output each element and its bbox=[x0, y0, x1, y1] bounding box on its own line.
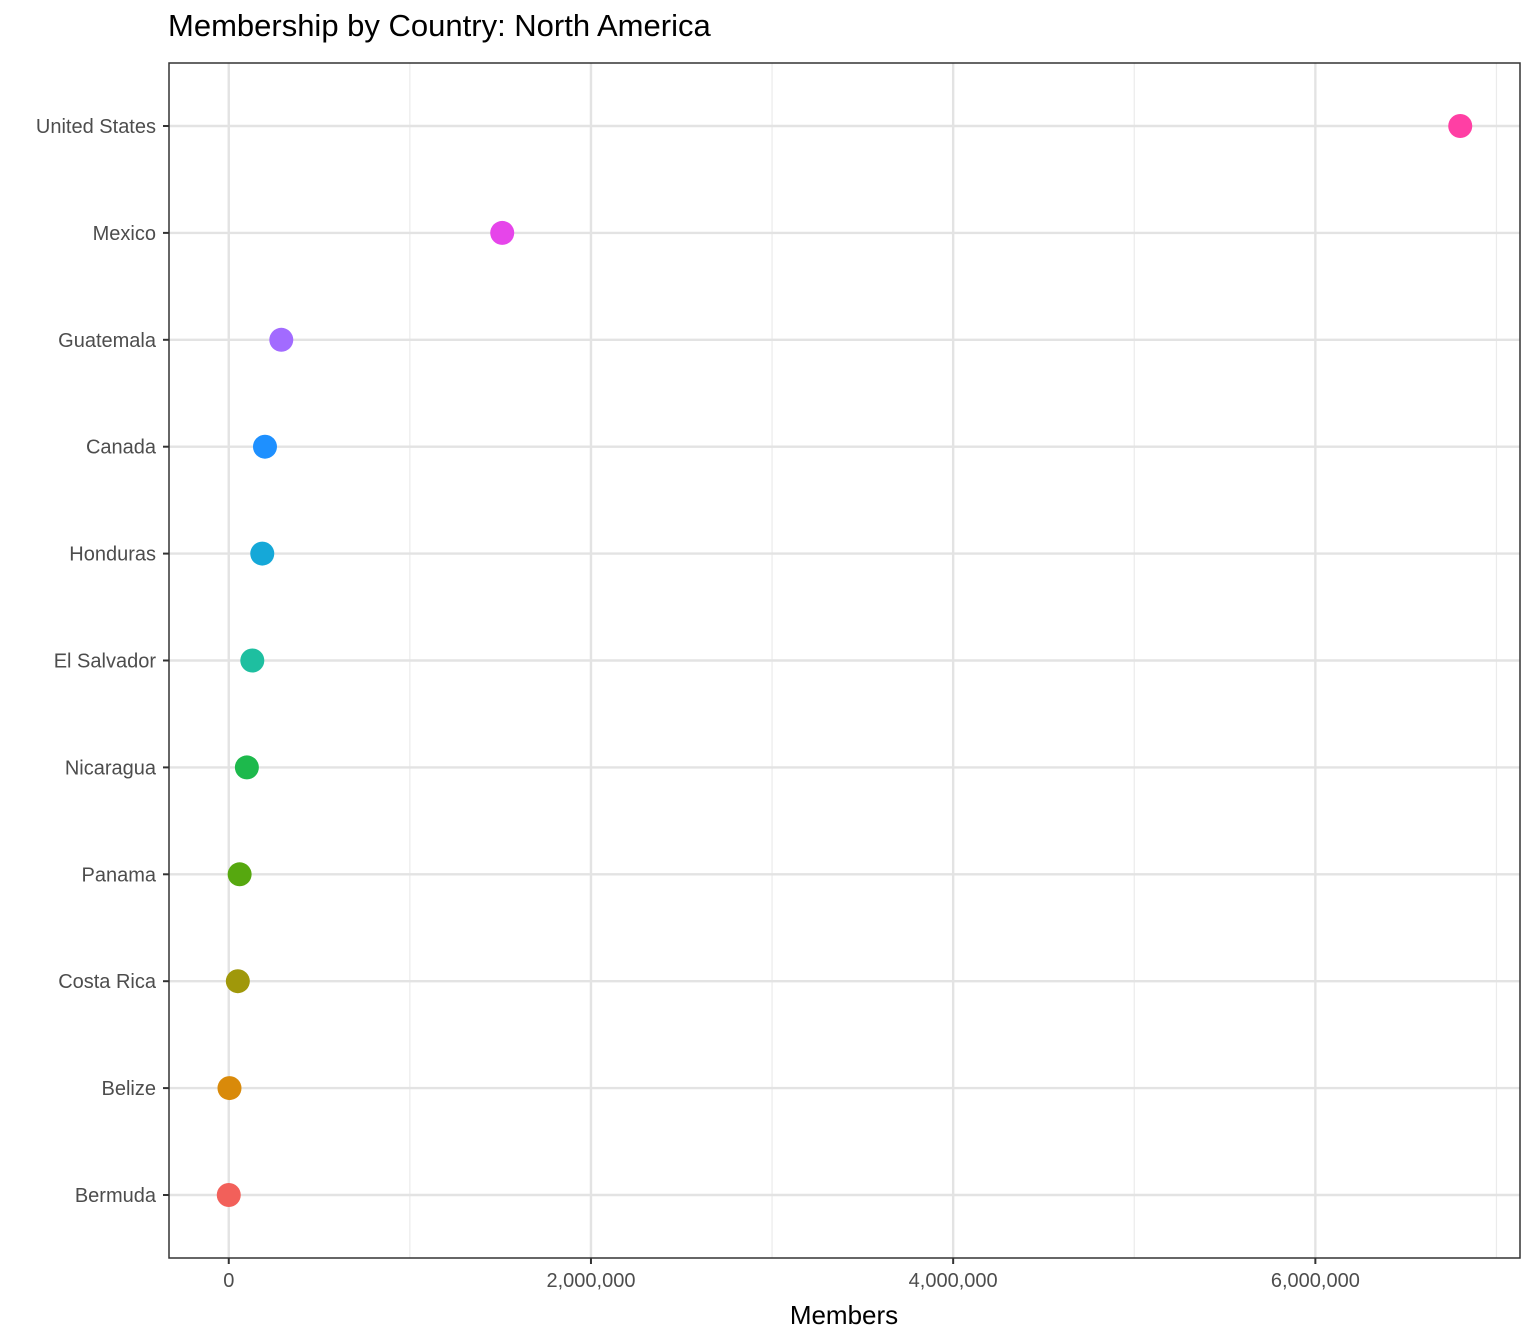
y-tick-label: United States bbox=[36, 116, 156, 138]
data-point-bermuda bbox=[216, 1183, 241, 1207]
chart-title: Membership by Country: North America bbox=[168, 8, 711, 43]
x-tick-label: 2,000,000 bbox=[546, 1270, 635, 1292]
data-point-nicaragua bbox=[234, 755, 259, 780]
x-axis: 0 2,000,000 4,000,000 6,000,000 bbox=[223, 1258, 1360, 1292]
data-point-belize bbox=[217, 1076, 242, 1101]
major-gridlines bbox=[169, 63, 1520, 1258]
y-tick-label: El Salvador bbox=[54, 651, 157, 673]
data-point-canada bbox=[252, 434, 277, 459]
x-tick-label: 4,000,000 bbox=[909, 1270, 998, 1292]
data-point-united-states bbox=[1448, 114, 1473, 138]
x-axis-title: Members bbox=[790, 1300, 898, 1330]
y-tick-label: Costa Rica bbox=[58, 971, 157, 993]
data-points bbox=[216, 114, 1473, 1207]
y-tick-label: Canada bbox=[86, 437, 157, 459]
y-tick-label: Guatemala bbox=[58, 330, 157, 352]
x-tick-label: 0 bbox=[223, 1270, 234, 1292]
y-tick-label: Bermuda bbox=[75, 1185, 157, 1207]
data-point-el-salvador bbox=[240, 648, 265, 673]
data-point-panama bbox=[227, 862, 252, 887]
y-tick-label: Belize bbox=[102, 1078, 156, 1100]
data-point-mexico bbox=[490, 220, 515, 245]
y-tick-label: Panama bbox=[82, 864, 157, 886]
data-point-guatemala bbox=[269, 327, 294, 352]
x-tick-label: 6,000,000 bbox=[1271, 1270, 1360, 1292]
y-tick-label: Nicaragua bbox=[65, 757, 157, 779]
data-point-costa-rica bbox=[225, 969, 250, 994]
y-tick-label: Honduras bbox=[69, 544, 156, 566]
y-axis: United States Mexico Guatemala Canada Hondur… bbox=[36, 116, 169, 1207]
y-tick-label: Mexico bbox=[93, 223, 156, 245]
data-point-honduras bbox=[250, 541, 275, 566]
